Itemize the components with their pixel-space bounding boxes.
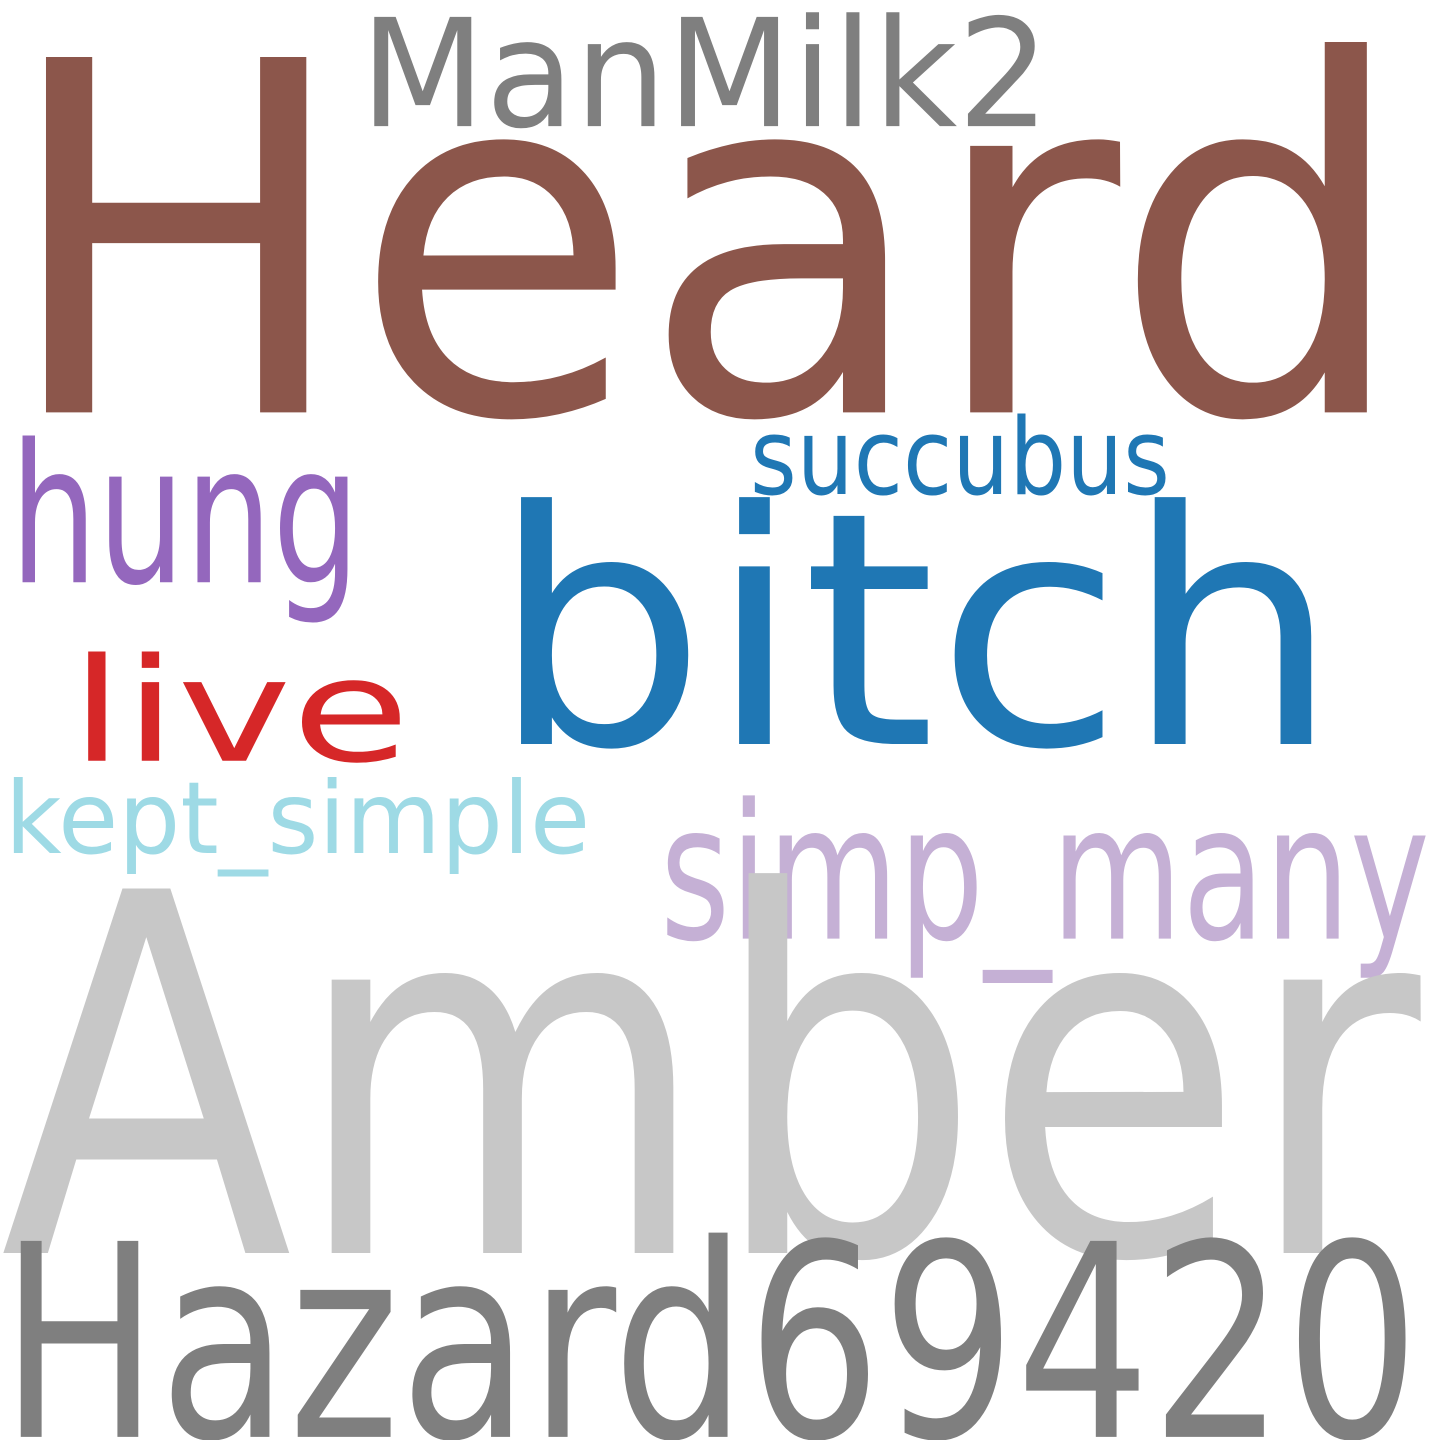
word-manmilk2: ManMilk2 — [360, 0, 1050, 163]
word-live: live — [70, 628, 411, 796]
word-amber: Amber — [0, 789, 1421, 1371]
word-simp-many: simp_many — [660, 764, 1430, 985]
word-succubus: succubus — [750, 396, 1170, 520]
word-kept-simple: kept_simple — [5, 761, 591, 878]
word-hazard69420: Hazard69420 — [0, 1187, 1420, 1440]
word-heard: Heard — [0, 0, 1410, 528]
word-hung: hung — [10, 404, 360, 629]
word-bitch: bitch — [490, 442, 1341, 821]
